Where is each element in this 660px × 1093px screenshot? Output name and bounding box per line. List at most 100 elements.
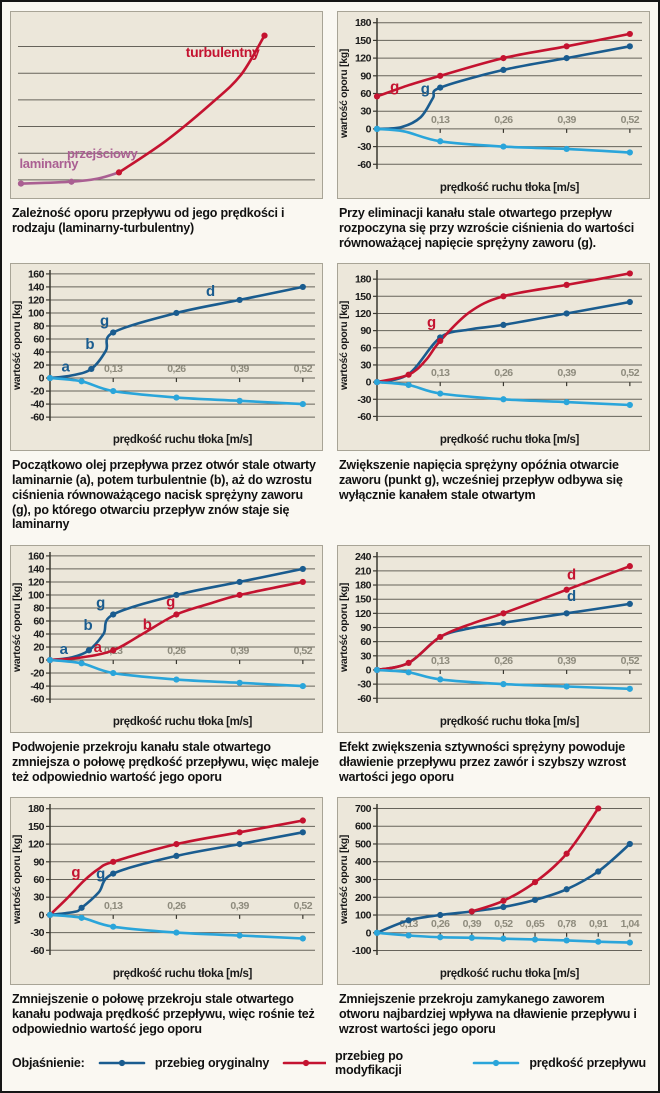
svg-text:0,13: 0,13 (431, 114, 450, 126)
svg-text:d: d (567, 588, 576, 605)
svg-text:0,52: 0,52 (294, 363, 313, 375)
svg-text:0,39: 0,39 (230, 900, 249, 912)
svg-text:wartość oporu [kg]: wartość oporu [kg] (338, 301, 350, 391)
figure-halved-channel: -60 -30 0 30 60 90 120 150 180 0,13 0,26 0,39 0,52 pr… (10, 797, 323, 1036)
svg-text:0: 0 (39, 910, 45, 922)
svg-text:wartość oporu [kg]: wartość oporu [kg] (338, 583, 350, 673)
svg-text:100: 100 (355, 910, 372, 922)
svg-text:prędkość ruchu tłoka [m/s]: prędkość ruchu tłoka [m/s] (113, 434, 253, 446)
svg-text:90: 90 (33, 857, 44, 869)
svg-text:b: b (83, 617, 92, 634)
svg-text:0,39: 0,39 (463, 918, 482, 930)
svg-text:0: 0 (366, 123, 372, 135)
svg-text:700: 700 (355, 803, 372, 815)
svg-text:g: g (100, 313, 109, 330)
svg-text:0: 0 (366, 928, 372, 940)
svg-text:0,26: 0,26 (167, 363, 186, 375)
svg-text:30: 30 (33, 892, 44, 904)
svg-text:120: 120 (28, 576, 45, 588)
chart-caption: Zmniejszenie o połowę przekroju stale ot… (12, 992, 315, 1036)
svg-text:200: 200 (355, 892, 372, 904)
svg-text:laminarny: laminarny (19, 156, 79, 171)
svg-text:60: 60 (33, 615, 44, 627)
svg-text:20: 20 (33, 360, 44, 372)
svg-text:0: 0 (39, 373, 45, 385)
figure-grid: laminarny przejściowy turbulentny Zależnoś… (10, 11, 650, 1037)
svg-text:40: 40 (33, 347, 44, 359)
svg-text:120: 120 (355, 308, 372, 320)
svg-text:0,39: 0,39 (557, 114, 576, 126)
svg-text:-30: -30 (357, 679, 371, 691)
svg-text:turbulentny: turbulentny (186, 44, 260, 60)
svg-text:90: 90 (360, 70, 371, 82)
chart-caption: Efekt zwiększenia sztywności sprężyny po… (339, 740, 627, 784)
legend-item-original: przebieg oryginalny (95, 1056, 273, 1070)
svg-text:wartość oporu [kg]: wartość oporu [kg] (11, 583, 23, 673)
svg-text:60: 60 (33, 874, 44, 886)
svg-text:a: a (94, 639, 103, 656)
svg-text:b: b (143, 616, 152, 633)
chart-doubled-channel: -60-40-200204060801001201401600,130,260,… (10, 545, 323, 733)
svg-text:60: 60 (360, 343, 371, 355)
svg-text:-60: -60 (357, 411, 371, 423)
svg-text:80: 80 (33, 321, 44, 333)
legend-line-original-icon (98, 1059, 146, 1066)
svg-text:30: 30 (360, 650, 371, 662)
svg-text:60: 60 (360, 88, 371, 100)
svg-text:40: 40 (33, 629, 44, 641)
svg-text:0,52: 0,52 (294, 900, 313, 912)
svg-text:prędkość ruchu tłoka [m/s]: prędkość ruchu tłoka [m/s] (440, 434, 580, 446)
svg-text:g: g (427, 314, 436, 331)
svg-text:prędkość ruchu tłoka [m/s]: prędkość ruchu tłoka [m/s] (440, 968, 580, 980)
svg-text:0,78: 0,78 (557, 918, 576, 930)
svg-text:wartość oporu [kg]: wartość oporu [kg] (338, 835, 350, 925)
chart-channel-eliminated: -60 -30 0 30 60 90 120 150 180 0,13 0,26 0,39 0,52 pr… (337, 11, 650, 199)
svg-text:0,52: 0,52 (294, 645, 313, 657)
svg-text:0,26: 0,26 (494, 367, 513, 379)
svg-text:-30: -30 (357, 394, 371, 406)
svg-text:0,39: 0,39 (230, 645, 249, 657)
svg-text:-100: -100 (352, 945, 372, 957)
chart-caption: Zmniejszenie przekroju zamykanego zawore… (339, 992, 637, 1036)
legend: Objaśnienie: przebieg oryginalny przebie… (10, 1049, 650, 1077)
svg-text:0,26: 0,26 (167, 900, 186, 912)
svg-text:120: 120 (28, 295, 45, 307)
chart-caption: Przy eliminacji kanału stale otwartego p… (339, 206, 634, 250)
figure-closed-orifice: -100 0 100 200 300 400 500 600 700 0,13 0,26 0,39 0,… (337, 797, 650, 1036)
svg-text:90: 90 (360, 622, 371, 634)
svg-text:0,39: 0,39 (557, 367, 576, 379)
svg-text:d: d (206, 283, 215, 300)
svg-text:150: 150 (28, 821, 45, 833)
legend-line-flow-speed-icon (473, 1059, 520, 1066)
svg-text:a: a (60, 641, 69, 658)
svg-text:prędkość ruchu tłoka [m/s]: prędkość ruchu tłoka [m/s] (440, 182, 580, 194)
svg-text:0,39: 0,39 (230, 363, 249, 375)
figure-channel-eliminated: -60 -30 0 30 60 90 120 150 180 0,13 0,26 0,39 0,52 pr… (337, 11, 650, 250)
figure-doubled-channel: -60-40-200204060801001201401600,130,260,… (10, 545, 323, 784)
svg-text:przejściowy: przejściowy (67, 146, 138, 161)
svg-text:0,52: 0,52 (494, 918, 513, 930)
figure-spring-tension: -60 -30 0 30 60 90 120 150 180 0,13 0,26 0,39 0,52 pr… (337, 263, 650, 532)
svg-text:80: 80 (33, 602, 44, 614)
figure-open-orifice: -60 -40 -20 0 20 40 60 80 100 120 140 160 0,13 0,26 0,… (10, 263, 323, 532)
svg-text:-40: -40 (30, 399, 44, 411)
svg-text:140: 140 (28, 282, 45, 294)
svg-text:g: g (390, 79, 399, 96)
svg-text:0,26: 0,26 (431, 918, 450, 930)
svg-text:-20: -20 (30, 668, 44, 680)
legend-item-flow-speed: prędkość przepływu (470, 1056, 648, 1070)
svg-text:b: b (85, 336, 94, 353)
chart-spring-tension: -60 -30 0 30 60 90 120 150 180 0,13 0,26 0,39 0,52 pr… (337, 263, 650, 452)
svg-text:wartość oporu [kg]: wartość oporu [kg] (11, 835, 23, 925)
svg-text:160: 160 (28, 550, 45, 562)
svg-text:-60: -60 (357, 693, 371, 705)
svg-text:-60: -60 (30, 412, 44, 424)
svg-text:100: 100 (28, 308, 45, 320)
svg-text:g: g (421, 81, 430, 98)
chart-caption: Zwiększenie napięcia sprężyny opóźnia ot… (339, 458, 623, 502)
svg-text:-60: -60 (30, 694, 44, 706)
svg-text:0,65: 0,65 (526, 918, 545, 930)
